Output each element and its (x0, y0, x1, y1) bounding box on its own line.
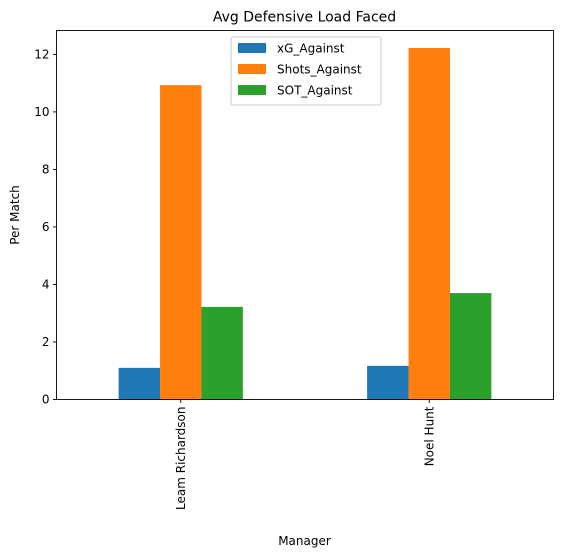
legend-label-xg-against: xG_Against (277, 42, 345, 56)
y-tick-label: 8 (42, 162, 50, 176)
x-tick-label: Leam Richardson (174, 407, 188, 510)
y-tick-label: 0 (42, 393, 50, 407)
y-axis: 0 2 4 6 8 10 12 (34, 47, 57, 407)
bar-shots-against-0 (160, 85, 202, 400)
bars-layer (118, 48, 492, 400)
x-axis-title: Manager (278, 534, 331, 548)
x-tick-label: Noel Hunt (422, 406, 436, 466)
bar-xg-against-0 (118, 367, 161, 400)
y-tick-label: 2 (42, 335, 50, 349)
legend-swatch-xg-against (238, 43, 266, 53)
chart-title: Avg Defensive Load Faced (213, 10, 396, 26)
bar-shots-against-1 (408, 48, 450, 400)
y-tick-label: 12 (34, 47, 49, 61)
y-tick-label: 6 (42, 220, 50, 234)
bar-sot-against-1 (449, 293, 492, 400)
y-tick-label: 10 (34, 105, 49, 119)
x-axis: Leam Richardson Noel Hunt (174, 399, 436, 510)
legend-swatch-shots-against (238, 64, 266, 74)
legend: xG_Against Shots_Against SOT_Against (230, 36, 382, 106)
plot-frame (56, 30, 554, 400)
legend-label-shots-against: Shots_Against (277, 63, 362, 77)
legend-box (230, 36, 382, 106)
y-axis-title: Per Match (8, 185, 22, 245)
bar-xg-against-1 (367, 365, 409, 400)
legend-swatch-sot-against (238, 85, 266, 95)
legend-label-sot-against: SOT_Against (277, 84, 353, 98)
y-tick-label: 4 (42, 277, 50, 291)
bar-sot-against-0 (201, 306, 243, 400)
